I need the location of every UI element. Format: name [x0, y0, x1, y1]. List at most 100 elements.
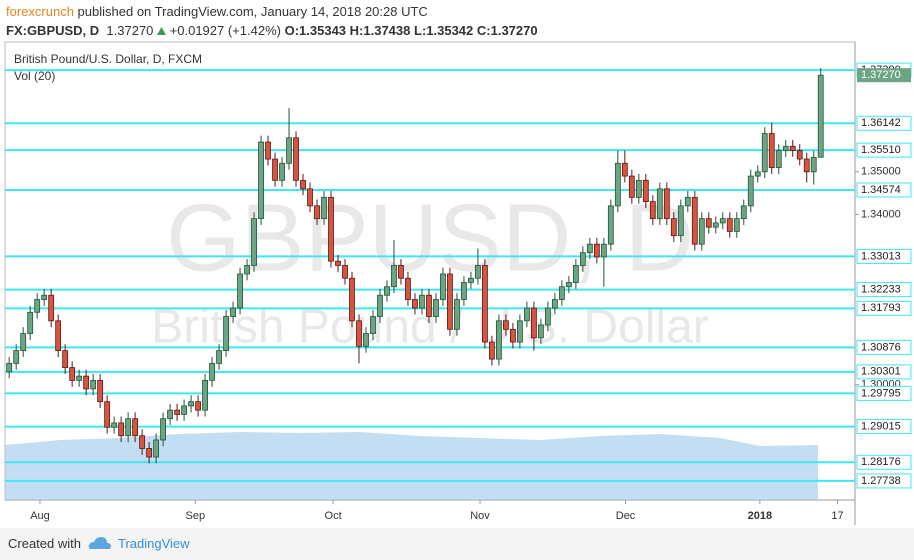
- candle-body: [740, 205, 747, 220]
- candle-body: [726, 218, 733, 232]
- level-label: 1.36142: [861, 117, 901, 129]
- candle-body: [572, 265, 579, 283]
- level-label: 1.28176: [861, 456, 901, 468]
- candle-body: [69, 367, 76, 381]
- change: +0.01927 (+1.42%): [169, 23, 281, 38]
- y-tick-label: 1.34000: [861, 208, 901, 220]
- candle-body: [377, 294, 383, 317]
- candle-body: [174, 409, 180, 415]
- level-label-box: [856, 142, 912, 158]
- level-label: 1.35510: [861, 144, 901, 156]
- candle-body: [475, 265, 481, 279]
- candle-body: [139, 435, 146, 449]
- chart-title: British Pound/U.S. Dollar, D, FXCM: [14, 52, 202, 66]
- candle-body: [817, 74, 824, 158]
- candle-body: [97, 379, 104, 403]
- author[interactable]: forexcrunch: [6, 4, 74, 19]
- candle-body: [530, 307, 537, 339]
- candle-body: [62, 350, 69, 369]
- level-label-box: [856, 282, 912, 298]
- candle-body: [796, 150, 803, 160]
- candle-body: [642, 179, 649, 203]
- candle-body: [125, 418, 132, 437]
- candle-body: [440, 273, 446, 300]
- candle-body: [223, 316, 229, 351]
- candle-body: [677, 205, 684, 237]
- candle-body: [391, 265, 397, 288]
- candle-body: [342, 265, 348, 279]
- candle-body: [356, 320, 362, 347]
- candle-body: [384, 286, 390, 296]
- candle-body: [370, 316, 376, 334]
- candle-body: [230, 307, 236, 317]
- candle-body: [48, 294, 55, 322]
- x-tick-label: Sep: [185, 510, 205, 522]
- candle-body: [551, 299, 558, 309]
- candle-body: [503, 320, 509, 330]
- level-label: 1.31793: [861, 302, 901, 314]
- candle-body: [132, 418, 139, 437]
- candle-body: [279, 162, 285, 181]
- candle-body: [628, 175, 635, 198]
- candle-body: [412, 299, 418, 309]
- candle-body: [719, 218, 726, 224]
- candle-body: [649, 201, 656, 220]
- candle-body: [104, 401, 111, 428]
- candle-body: [510, 328, 516, 343]
- candle-body: [55, 320, 62, 351]
- candle-body: [258, 141, 264, 220]
- candle-body: [237, 273, 243, 309]
- candle-body: [41, 294, 48, 300]
- candle-body: [363, 333, 369, 347]
- candle-body: [447, 273, 453, 330]
- level-label-box: [856, 248, 912, 264]
- candle-body: [6, 362, 13, 373]
- candle-body: [76, 375, 83, 381]
- chart: GBPUSD, D British Pound / U.S. Dollar Br…: [4, 41, 912, 525]
- candle-body: [810, 156, 817, 173]
- candle-body: [34, 299, 41, 313]
- candle-body: [195, 401, 201, 411]
- level-label-box: [856, 339, 912, 355]
- candle-body: [118, 422, 125, 437]
- candle-body: [600, 243, 607, 258]
- created-with: Created with: [8, 536, 81, 551]
- candle-body: [167, 409, 174, 420]
- candle-body: [272, 158, 278, 181]
- candle-body: [83, 375, 90, 390]
- candle-body: [454, 299, 460, 330]
- candle-body: [265, 141, 271, 160]
- low: L:1.35342: [414, 23, 474, 38]
- level-label-box: [856, 473, 912, 489]
- level-label: 1.33013: [861, 250, 901, 262]
- candle-body: [684, 196, 691, 207]
- candle-body: [433, 299, 439, 317]
- candle-body: [398, 265, 404, 279]
- open: O:1.35343: [284, 23, 347, 38]
- candle-body: [544, 307, 551, 326]
- x-tick-label: Dec: [616, 510, 636, 522]
- candle-body: [419, 294, 425, 309]
- candle-body: [496, 320, 502, 360]
- candle-body: [321, 196, 327, 220]
- candle-body: [733, 218, 740, 232]
- close: C:1.37270: [476, 23, 538, 38]
- y-tick-label: 1.35000: [861, 166, 901, 178]
- level-label-box: [856, 300, 912, 316]
- x-tick-label: 2018: [748, 510, 772, 522]
- x-tick-label: Aug: [30, 510, 50, 522]
- candle-body: [614, 162, 621, 207]
- tv-logo: [88, 537, 111, 549]
- candle-body: [300, 179, 306, 190]
- candle-body: [328, 196, 334, 262]
- tradingview-link[interactable]: TradingView: [118, 536, 190, 551]
- candle-body: [593, 243, 600, 258]
- quote-line: FX:GBPUSD, D 1.37270 +0.01927 (+1.42%) O…: [6, 21, 538, 40]
- candle-body: [775, 150, 782, 168]
- header: forexcrunch published on TradingView.com…: [6, 2, 538, 40]
- candle-body: [789, 145, 796, 151]
- candle-body: [586, 243, 593, 254]
- symbol: FX:GBPUSD, D: [6, 23, 100, 38]
- candle-body: [286, 137, 292, 164]
- candle-body: [244, 265, 250, 275]
